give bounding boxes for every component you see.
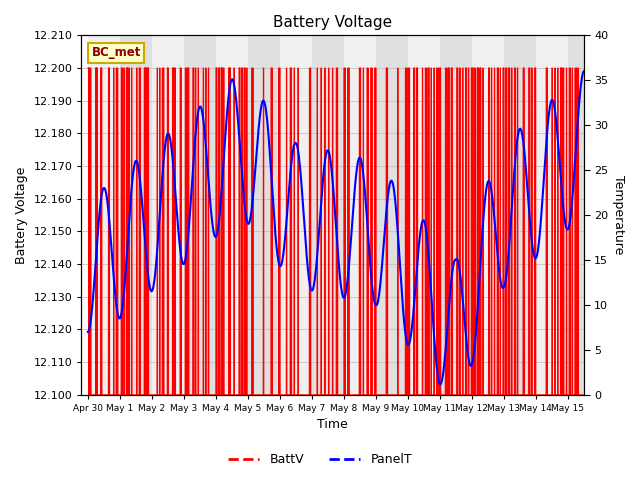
Text: BC_met: BC_met bbox=[92, 46, 141, 59]
Bar bbox=[248, 36, 280, 395]
Y-axis label: Temperature: Temperature bbox=[612, 175, 625, 255]
Bar bbox=[152, 36, 184, 395]
Bar bbox=[376, 36, 408, 395]
Y-axis label: Battery Voltage: Battery Voltage bbox=[15, 167, 28, 264]
X-axis label: Time: Time bbox=[317, 419, 348, 432]
Bar bbox=[440, 36, 472, 395]
Bar bbox=[88, 36, 120, 395]
Bar bbox=[408, 36, 440, 395]
Bar bbox=[184, 36, 216, 395]
Bar bbox=[344, 36, 376, 395]
Bar bbox=[120, 36, 152, 395]
Bar bbox=[504, 36, 536, 395]
Bar bbox=[280, 36, 312, 395]
Bar bbox=[568, 36, 600, 395]
Bar bbox=[216, 36, 248, 395]
Bar bbox=[536, 36, 568, 395]
Title: Battery Voltage: Battery Voltage bbox=[273, 15, 392, 30]
Bar bbox=[472, 36, 504, 395]
Legend: BattV, PanelT: BattV, PanelT bbox=[223, 448, 417, 471]
Bar bbox=[312, 36, 344, 395]
